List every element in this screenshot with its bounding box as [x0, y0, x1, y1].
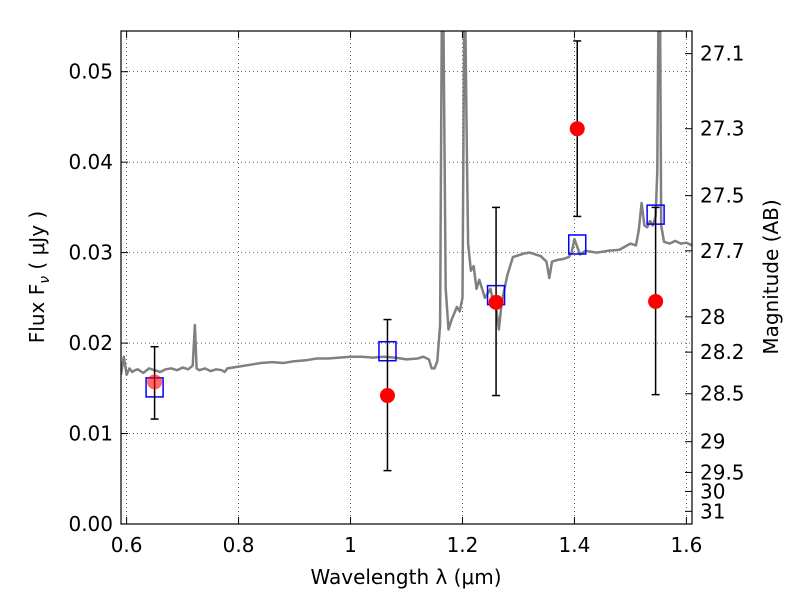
x-axis-label: Wavelength λ (μm): [310, 565, 501, 589]
y2-tick-label: 29: [700, 430, 725, 454]
y-tick-label: 0.03: [68, 241, 113, 265]
spectrum-line: [121, 31, 692, 376]
x-tick-label: 1: [344, 533, 357, 557]
observed-point: [569, 121, 585, 137]
y-tick-label: 0.04: [68, 150, 113, 174]
y2-axis-label: Magnitude (AB): [759, 199, 783, 354]
y2-tick-label: 28.2: [700, 340, 745, 364]
y2-tick-label: 27.5: [700, 184, 745, 208]
y2-tick-label: 27.7: [700, 239, 745, 263]
y2-tick-label: 31: [700, 499, 725, 523]
errorbar-layer: [145, 40, 665, 472]
y2-tick-label: 27.3: [700, 117, 745, 141]
x-tick-label: 0.8: [223, 533, 255, 557]
plot-frame: [120, 30, 693, 525]
x-tick-label: 1.4: [559, 533, 591, 557]
observed-point: [379, 388, 395, 404]
y2-tick-label: 30: [700, 479, 725, 503]
y2-tick-label: 27.1: [700, 42, 745, 66]
y2-tick-label: 28: [700, 305, 725, 329]
observed-point: [488, 294, 504, 310]
x-tick-label: 0.6: [111, 533, 143, 557]
observed-point: [648, 293, 664, 309]
y-axis-label-main: Flux F: [25, 284, 49, 343]
axes: 0.6 0.8 1 1.2 1.4 1.6 0.00 0.01 0.02 0.03 0.04 0.05…: [68, 31, 745, 557]
x-tick-label: 1.6: [670, 533, 702, 557]
y2-tick-label: 29.5: [700, 460, 745, 484]
y-tick-label: 0.00: [68, 512, 113, 536]
y-axis-label-sub: ν: [37, 276, 53, 284]
plot-area: [121, 31, 692, 524]
x-tick-label: 1.2: [447, 533, 479, 557]
y-tick-label: 0.05: [68, 60, 113, 84]
y-axis-label-unit: ( μJy ): [25, 211, 49, 276]
data-layer: [121, 31, 692, 376]
y-axis-label: Flux Fν ( μJy ): [25, 211, 53, 343]
observed-point: [147, 374, 163, 390]
y-tick-label: 0.01: [68, 422, 113, 446]
y-tick-label: 0.02: [68, 331, 113, 355]
y2-tick-label: 28.5: [700, 382, 745, 406]
model-photometry-square: [567, 234, 587, 255]
